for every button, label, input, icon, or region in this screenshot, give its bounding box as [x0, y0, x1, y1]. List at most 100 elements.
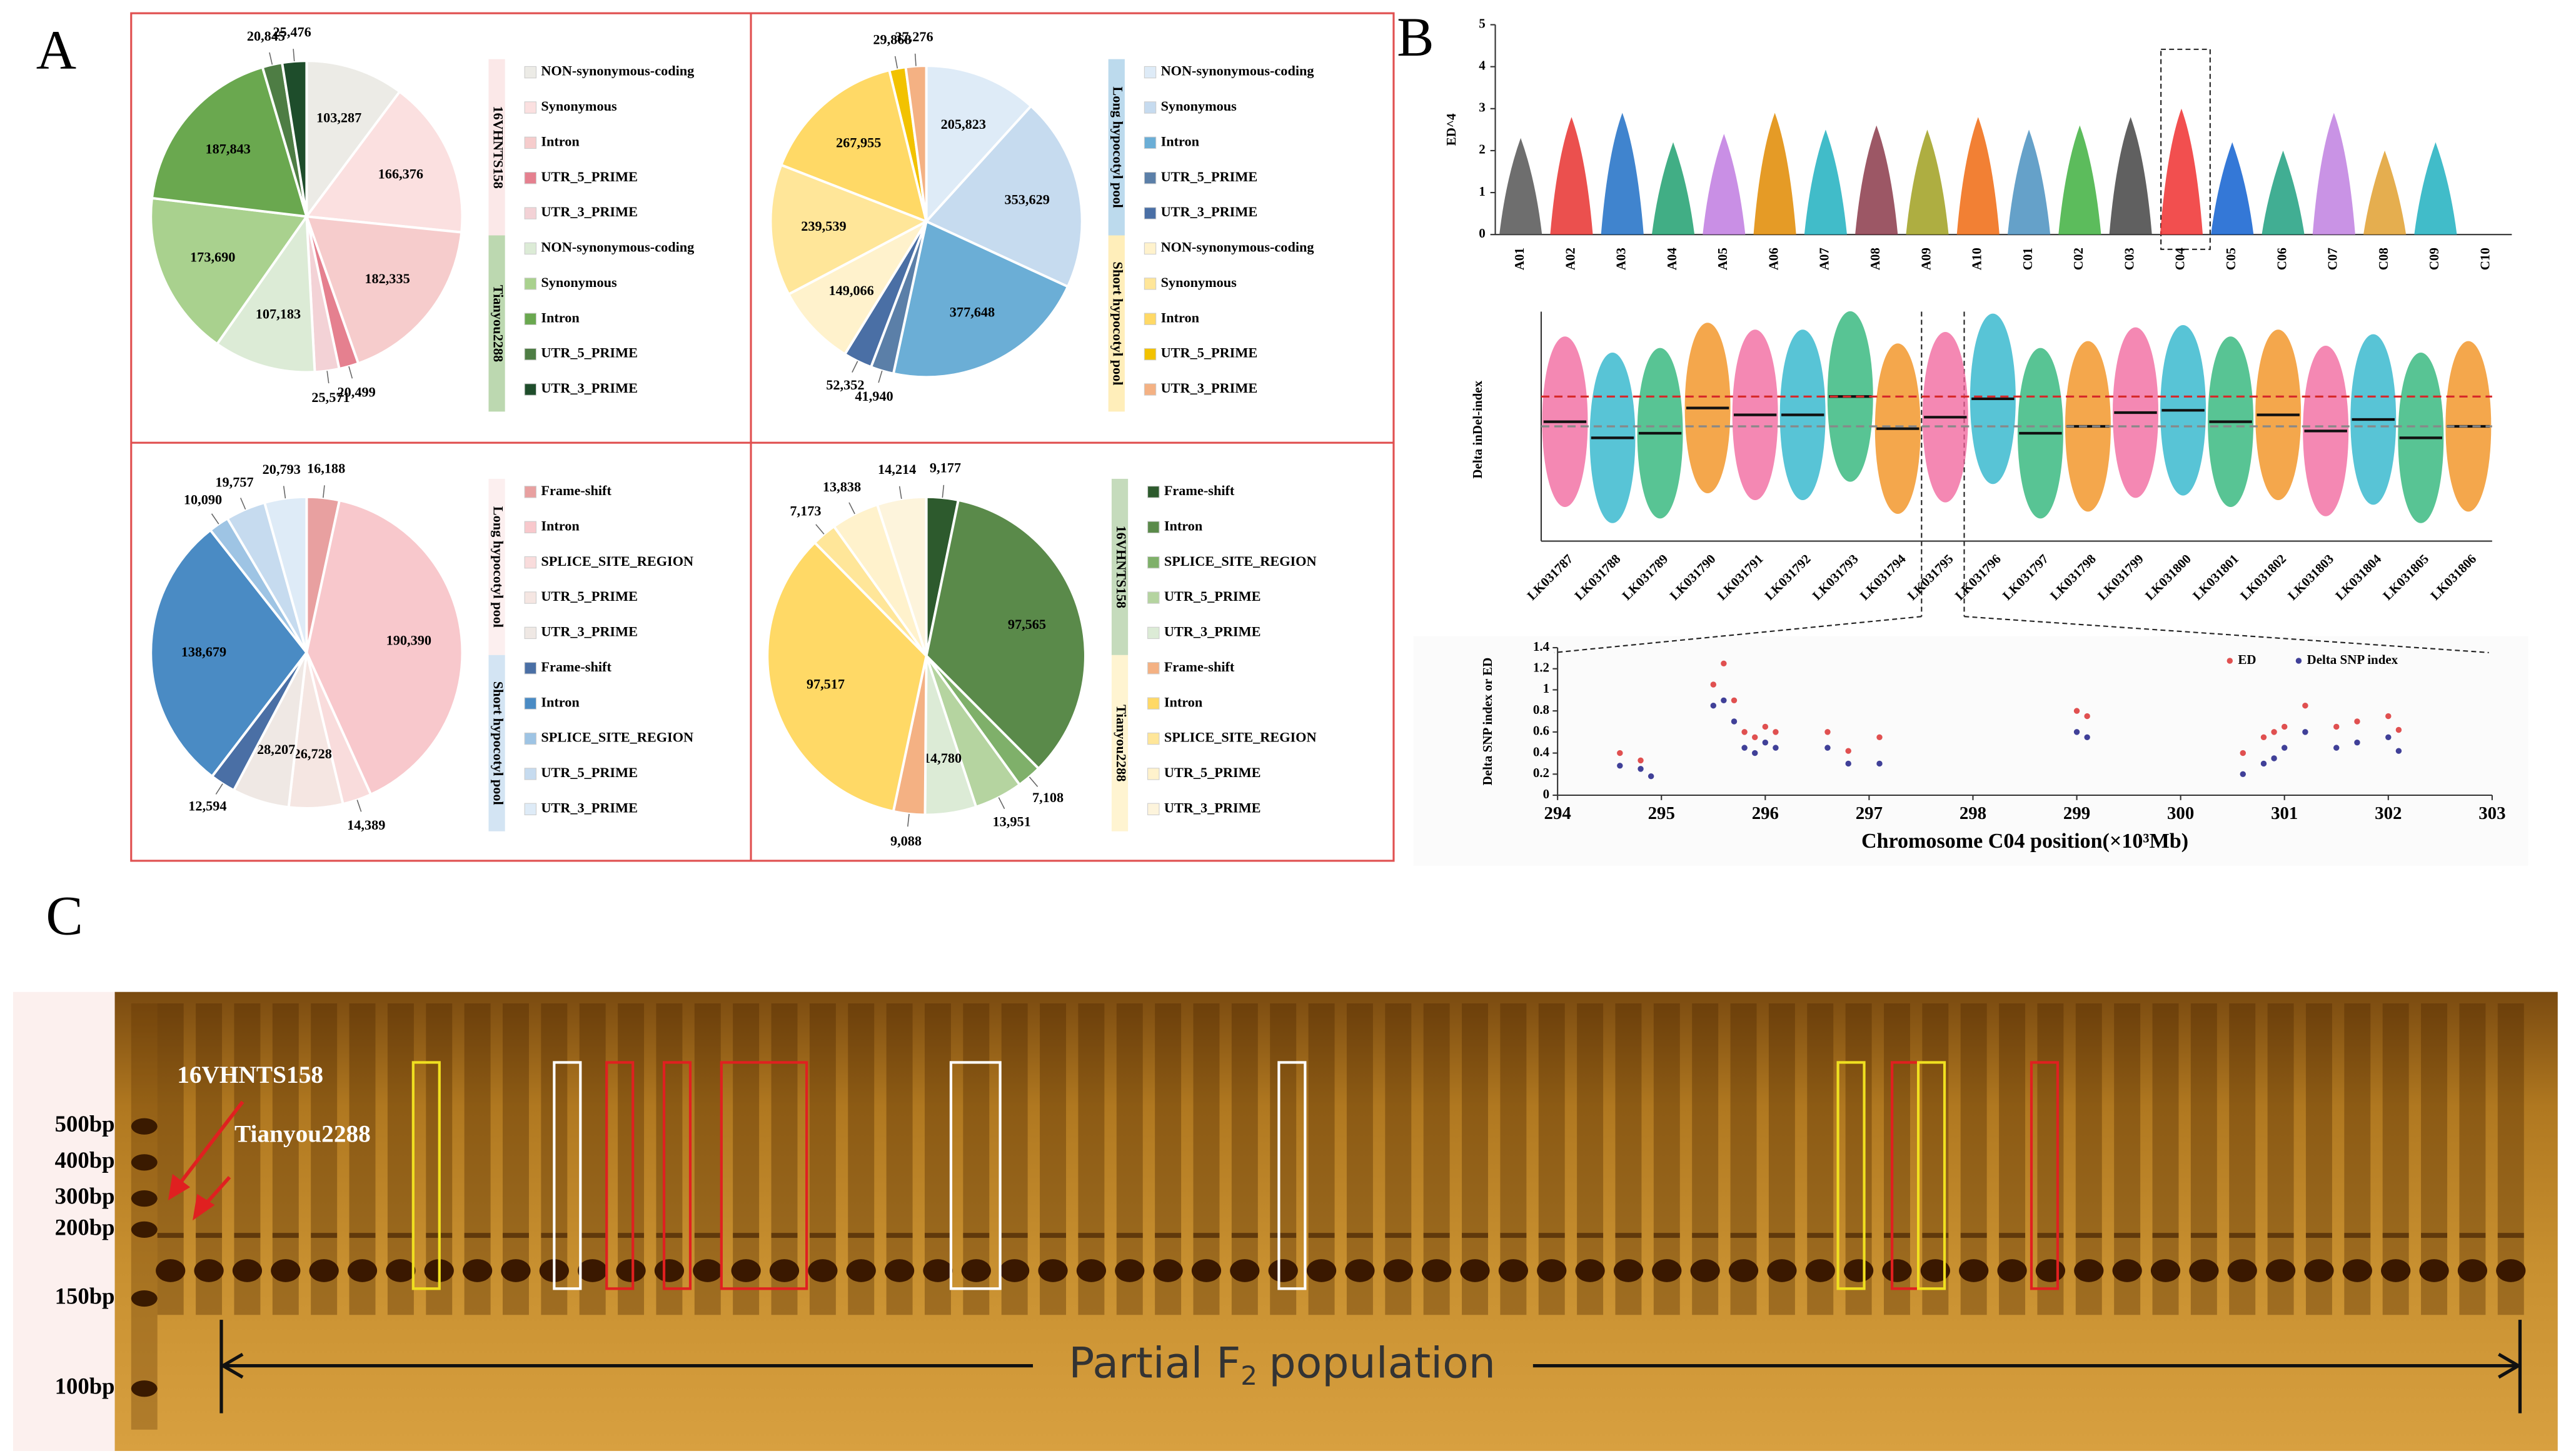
legend-swatch [1144, 242, 1157, 255]
legend-label: UTR_3_PRIME [541, 624, 638, 640]
x-tick-label: A09 [1918, 248, 1933, 270]
lane-band [2189, 1259, 2219, 1282]
x-tick-label: LK031789 [1619, 551, 1671, 603]
ladder-label: 100bp [55, 1373, 115, 1399]
legend-label: Frame-shift [1164, 483, 1235, 498]
x-tick-label: 295 [1648, 803, 1675, 823]
legend-swatch [524, 136, 537, 149]
lane-band [886, 1233, 913, 1238]
legend-label: SPLICE_SITE_REGION [1164, 553, 1317, 569]
legend-swatch [1144, 172, 1157, 184]
legend-swatch [1147, 768, 1160, 780]
y-tick-label: 5 [1479, 16, 1485, 31]
lane-band [2229, 1233, 2256, 1238]
legend-swatch [1147, 486, 1160, 498]
legend-label: Frame-shift [541, 659, 611, 675]
legend-swatch [524, 732, 537, 745]
lane-band [1346, 1233, 1373, 1238]
data-label: 20,499 [338, 384, 376, 399]
lane-band [501, 1259, 531, 1282]
pie-slice [304, 215, 463, 365]
legend-label: NON-synonymous-coding [1161, 63, 1314, 79]
lane-band [1191, 1259, 1222, 1282]
data-label: 19,757 [215, 474, 253, 490]
pie-slice [779, 68, 928, 224]
lane-band [1922, 1233, 1949, 1238]
legend-label: Intron [541, 309, 580, 325]
pie-slice [304, 89, 464, 234]
x-tick-label: C07 [2325, 248, 2340, 270]
lane-band [2114, 1233, 2141, 1238]
x-tick-label: LK031799 [2095, 551, 2146, 603]
lane-band [1805, 1259, 1835, 1282]
data-label: 52,352 [826, 377, 864, 393]
point [2084, 734, 2090, 741]
data-label: 97,517 [807, 676, 845, 691]
point [2073, 708, 2080, 714]
ladder-band [131, 1154, 158, 1171]
lane-band [387, 1233, 414, 1238]
leader-line [852, 361, 858, 373]
point [1731, 718, 1738, 725]
data-label: 29,868 [873, 31, 911, 47]
point [1721, 697, 1727, 704]
lane-band [2190, 1233, 2217, 1238]
y-tick-label: 1 [1543, 681, 1549, 696]
legend-label: UTR_5_PRIME [1164, 765, 1261, 780]
legend-swatch [1147, 521, 1160, 533]
point-cloud [2363, 150, 2407, 235]
leader-line [283, 486, 286, 499]
sample-label: Tianyou2288 [234, 1120, 371, 1147]
data-label: 13,838 [823, 479, 861, 495]
legend-swatch [524, 662, 537, 675]
legend-label: Intron [1161, 133, 1200, 149]
lane-band [1345, 1259, 1375, 1282]
legend-swatch [1147, 662, 1160, 675]
point-cloud [1499, 138, 1542, 235]
lane-band [1768, 1233, 1795, 1238]
point [1710, 681, 1717, 688]
lane-band [1193, 1233, 1220, 1238]
lane-band [1652, 1259, 1682, 1282]
data-label: 7,173 [790, 503, 821, 518]
leader-line [240, 498, 246, 510]
point [2333, 723, 2340, 730]
legend-swatch [1144, 136, 1157, 149]
y-tick-label: 2 [1479, 142, 1485, 157]
point-cloud [2058, 125, 2101, 235]
lane-band [1116, 1233, 1143, 1238]
legend-label: NON-synonymous-coding [541, 63, 694, 79]
point [1876, 734, 1883, 741]
point-cloud [1855, 125, 1898, 235]
point-cloud [1956, 117, 2000, 235]
legend-group-label: Tianyou2288 [1114, 705, 1129, 781]
legend-label: ED [2238, 652, 2256, 667]
lane-band [1960, 1233, 1987, 1238]
legend-label: Intron [1161, 309, 1200, 325]
point [1762, 723, 1769, 730]
inset-bg [1413, 636, 2528, 866]
lane-band [272, 1233, 299, 1238]
lane-band [1460, 1259, 1490, 1282]
legend-swatch [524, 242, 537, 255]
legend-label: UTR_3_PRIME [541, 800, 638, 815]
legend-marker [2295, 658, 2302, 664]
lane-band [2265, 1259, 2296, 1282]
point-cloud [1703, 134, 1746, 235]
lane-band [848, 1233, 875, 1238]
lane-band [2150, 1259, 2181, 1282]
lane-band [1000, 1259, 1030, 1282]
legend-label: UTR_3_PRIME [1161, 204, 1258, 219]
point [1638, 757, 1644, 764]
lane-band [464, 1233, 491, 1238]
lane-band [1230, 1259, 1260, 1282]
lane-band [2421, 1233, 2448, 1238]
lane-band [2342, 1259, 2372, 1282]
legend-group-label: 16VHNTS158 [1114, 526, 1129, 608]
ladder-band [131, 1118, 158, 1135]
point-cloud [1753, 113, 1796, 235]
legend-group-bar [1108, 235, 1125, 412]
leader-line [878, 370, 883, 383]
data-label: 28,207 [257, 741, 295, 757]
lane-band [309, 1259, 339, 1282]
